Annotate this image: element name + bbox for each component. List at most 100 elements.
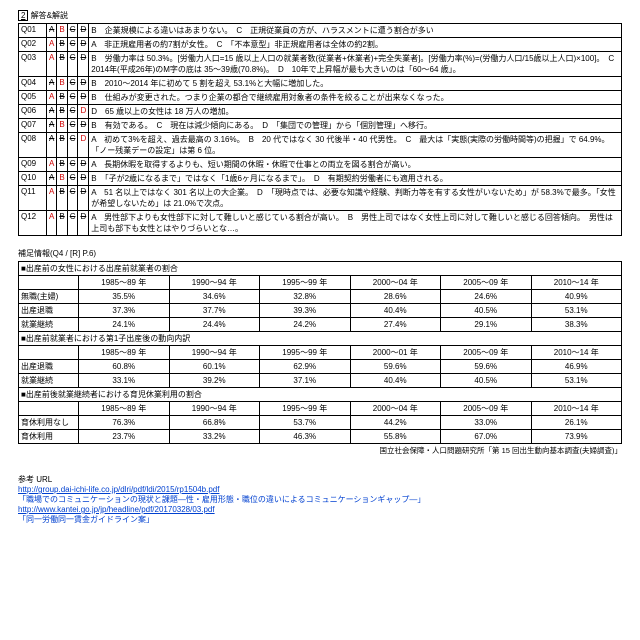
option-B: B bbox=[57, 91, 67, 105]
q-id: Q10 bbox=[19, 172, 47, 186]
option-A: A bbox=[47, 119, 57, 133]
answer-text: D 65 歳以上の女性は 18 万人の増加。 bbox=[89, 105, 622, 119]
data-cell: 39.3% bbox=[260, 304, 351, 318]
option-D: D bbox=[78, 52, 89, 77]
data-cell: 33.1% bbox=[79, 374, 170, 388]
data-cell: 34.6% bbox=[169, 290, 260, 304]
option-A: A bbox=[47, 158, 57, 172]
q-id: Q07 bbox=[19, 119, 47, 133]
option-B: B bbox=[57, 133, 67, 158]
answer-text: B 「子が2歳になるまで」ではなく「1歳6ヶ月になるまで」。 D 有期契約労働者… bbox=[89, 172, 622, 186]
option-D: D bbox=[78, 38, 89, 52]
q-id: Q11 bbox=[19, 186, 47, 211]
option-B: B bbox=[57, 119, 67, 133]
answer-text: B 2010～2014 年に初めて 5 割を超え 53.1%と大幅に増加した。 bbox=[89, 77, 622, 91]
supplement-title: 補足情報(Q4 / [R] P.6) bbox=[18, 248, 622, 259]
option-B: B bbox=[57, 172, 67, 186]
col-header: 1985～89 年 bbox=[79, 346, 170, 360]
col-header: 2000～04 年 bbox=[350, 276, 441, 290]
option-C: C bbox=[67, 91, 78, 105]
option-A: A bbox=[47, 38, 57, 52]
data-cell: 28.6% bbox=[350, 290, 441, 304]
option-D: D bbox=[78, 119, 89, 133]
data-cell: 24.6% bbox=[441, 290, 532, 304]
data-cell: 40.5% bbox=[441, 304, 532, 318]
ref-line: 「同一労働同一賃金ガイドライン案」 bbox=[18, 514, 622, 525]
option-C: C bbox=[67, 172, 78, 186]
data-cell: 23.7% bbox=[79, 430, 170, 444]
option-B: B bbox=[57, 77, 67, 91]
data-cell: 40.4% bbox=[350, 374, 441, 388]
data-cell: 40.4% bbox=[350, 304, 441, 318]
col-header: 2005～09 年 bbox=[441, 276, 532, 290]
data-cell: 60.8% bbox=[79, 360, 170, 374]
section-subtitle: ■出産前就業者における第1子出産後の動向内訳 bbox=[19, 332, 622, 346]
row-label: 育休利用 bbox=[19, 430, 79, 444]
option-B: B bbox=[57, 52, 67, 77]
option-A: A bbox=[47, 211, 57, 236]
data-cell: 27.4% bbox=[350, 318, 441, 332]
data-cell: 40.9% bbox=[531, 290, 622, 304]
col-header: 2005～09 年 bbox=[441, 402, 532, 416]
data-cell: 38.3% bbox=[531, 318, 622, 332]
data-cell: 55.8% bbox=[350, 430, 441, 444]
data-cell: 37.7% bbox=[169, 304, 260, 318]
option-D: D bbox=[78, 24, 89, 38]
option-C: C bbox=[67, 211, 78, 236]
ref-line: 「職場でのコミュニケーションの現状と課題―性・雇用形態・職位の違いによるコミュニ… bbox=[18, 494, 622, 505]
q-id: Q08 bbox=[19, 133, 47, 158]
option-A: A bbox=[47, 133, 57, 158]
option-A: A bbox=[47, 172, 57, 186]
ref-link[interactable]: http://group.dai-ichi-life.co.jp/dlri/pd… bbox=[18, 485, 219, 494]
col-header: 2010～14 年 bbox=[531, 346, 622, 360]
col-header: 2000～01 年 bbox=[350, 346, 441, 360]
data-cell: 46.9% bbox=[531, 360, 622, 374]
row-label: 出産退職 bbox=[19, 304, 79, 318]
col-header: 1995～99 年 bbox=[260, 276, 351, 290]
data-cell: 37.1% bbox=[260, 374, 351, 388]
data-cell: 26.1% bbox=[531, 416, 622, 430]
option-D: D bbox=[78, 91, 89, 105]
option-C: C bbox=[67, 77, 78, 91]
option-B: B bbox=[57, 211, 67, 236]
data-cell: 44.2% bbox=[350, 416, 441, 430]
data-cell: 39.2% bbox=[169, 374, 260, 388]
answer-text: A 初めて3%を超え、過去最高の 3.16%。 B 20 代ではなく 30 代後… bbox=[89, 133, 622, 158]
answer-text: A 非正規雇用者の約7割が女性。 C 「不本意型」非正規雇用者は全体の約2割。 bbox=[89, 38, 622, 52]
supplement-table: ■出産前の女性における出産前就業者の割合1985～89 年1990～94 年19… bbox=[18, 261, 622, 444]
ref-line: http://group.dai-ichi-life.co.jp/dlri/pd… bbox=[18, 485, 622, 494]
section-title: 解答&解説 bbox=[31, 11, 68, 20]
data-cell: 53.7% bbox=[260, 416, 351, 430]
option-C: C bbox=[67, 186, 78, 211]
option-D: D bbox=[78, 105, 89, 119]
ref-link[interactable]: http://www.kantei.go.jp/jp/headline/pdf/… bbox=[18, 505, 215, 514]
col-header: 1985～89 年 bbox=[79, 402, 170, 416]
row-label: 就業継続 bbox=[19, 318, 79, 332]
data-cell: 32.8% bbox=[260, 290, 351, 304]
option-D: D bbox=[78, 77, 89, 91]
data-cell: 40.5% bbox=[441, 374, 532, 388]
col-header: 1985～89 年 bbox=[79, 276, 170, 290]
q-id: Q05 bbox=[19, 91, 47, 105]
ref-text: 「職場でのコミュニケーションの現状と課題―性・雇用形態・職位の違いによるコミュニ… bbox=[18, 495, 425, 504]
option-C: C bbox=[67, 105, 78, 119]
answer-text: A 長期休暇を取得するよりも、短い期間の休暇・休暇で仕事との両立を図る割合が高い… bbox=[89, 158, 622, 172]
data-cell: 33.2% bbox=[169, 430, 260, 444]
data-cell: 62.9% bbox=[260, 360, 351, 374]
q-id: Q04 bbox=[19, 77, 47, 91]
answer-text: B 労働力率は 50.3%。[労働力人口=15 歳以上人口の就業者数(従業者+休… bbox=[89, 52, 622, 77]
data-cell: 73.9% bbox=[531, 430, 622, 444]
ref-text: 「同一労働同一賃金ガイドライン案」 bbox=[18, 515, 154, 524]
option-B: B bbox=[57, 158, 67, 172]
section-subtitle: ■出産前の女性における出産前就業者の割合 bbox=[19, 262, 622, 276]
data-cell: 29.1% bbox=[441, 318, 532, 332]
q-id: Q12 bbox=[19, 211, 47, 236]
q-id: Q06 bbox=[19, 105, 47, 119]
q-id: Q02 bbox=[19, 38, 47, 52]
answer-text: A 51 名以上ではなく 301 名以上の大企業。 D 「現時点では、必要な知識… bbox=[89, 186, 622, 211]
data-cell: 35.5% bbox=[79, 290, 170, 304]
q-id: Q09 bbox=[19, 158, 47, 172]
data-cell: 46.3% bbox=[260, 430, 351, 444]
option-D: D bbox=[78, 133, 89, 158]
section-header: 2 解答&解説 bbox=[18, 10, 622, 21]
